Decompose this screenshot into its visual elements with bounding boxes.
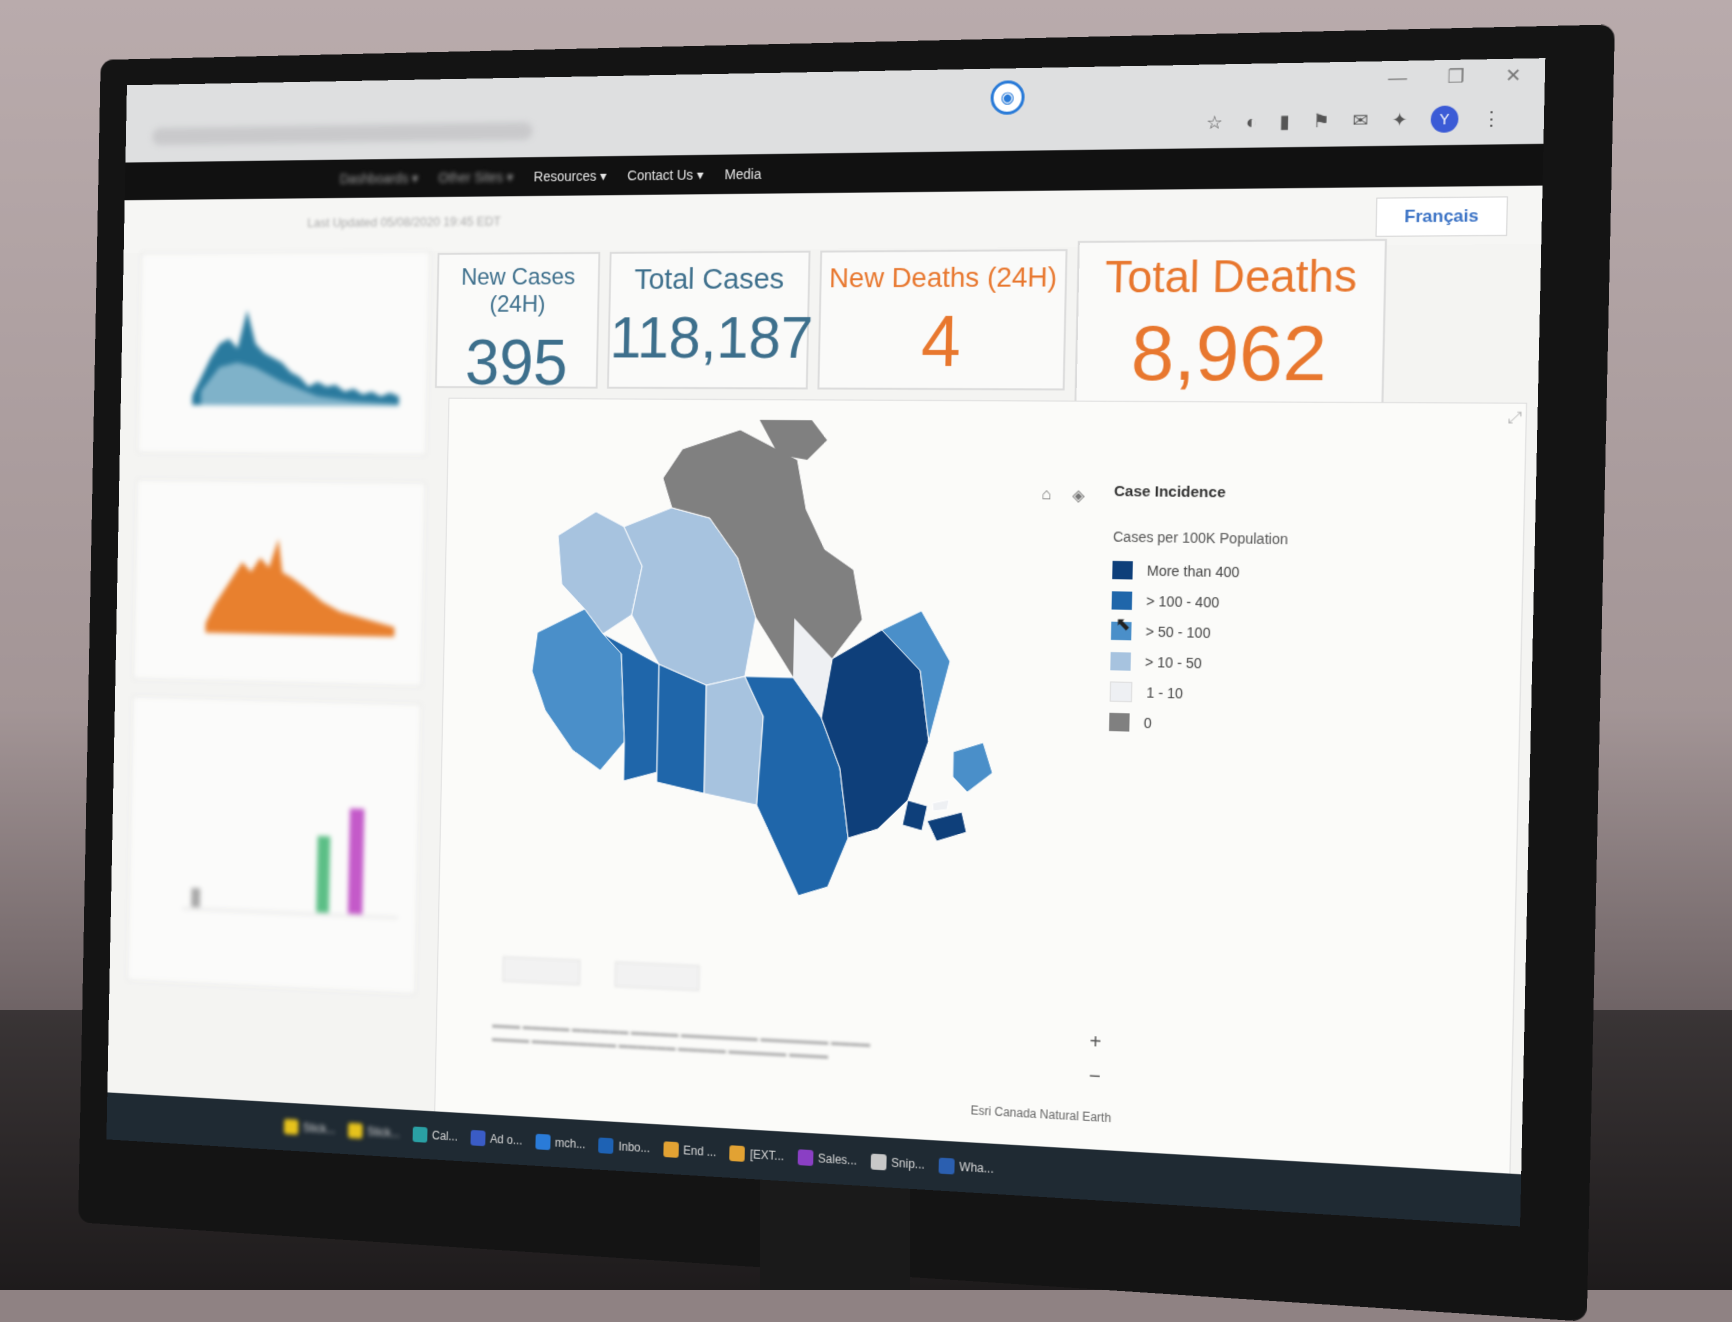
province-new-brunswick (902, 800, 927, 831)
legend-label: 1 - 10 (1146, 684, 1184, 702)
kpi-value: 8,962 (1130, 310, 1328, 398)
address-bar[interactable] (152, 122, 533, 146)
legend-subtitle: Cases per 100K Population (1112, 528, 1289, 548)
puzzle-icon[interactable]: ✦ (1391, 108, 1408, 130)
taskbar-item[interactable]: Sales... (797, 1149, 857, 1168)
province-nova-scotia (927, 811, 967, 842)
province-labrador (880, 610, 952, 742)
legend-label: > 10 - 50 (1144, 653, 1203, 672)
province-manitoba (704, 675, 764, 805)
nav-media[interactable]: Media (724, 165, 762, 183)
close-icon[interactable]: ✕ (1504, 64, 1522, 86)
canada-map[interactable] (513, 418, 1025, 964)
taskbar-item[interactable]: Stick... (347, 1122, 400, 1141)
nav-dashboards[interactable]: Dashboards ▾ (339, 169, 419, 187)
extension-icons: ☆ ◐ ▮ ⚑ ✉ ✦ Y ⋮ (1206, 105, 1501, 136)
profile-avatar[interactable]: Y (1430, 105, 1459, 133)
dashboard-title: Last Updated 05/08/2020 19:45 EDT (302, 210, 501, 232)
province-saskatchewan (657, 664, 707, 793)
province-nunavut (659, 429, 866, 679)
taskbar-item[interactable]: mch... (535, 1133, 586, 1153)
province-yukon (556, 511, 643, 634)
province-newfoundland (952, 742, 993, 793)
province-nwt (621, 507, 758, 686)
map-attribution: Esri Canada Natural Earth (970, 1103, 1112, 1126)
taskbar-item[interactable]: End ... (663, 1141, 717, 1160)
kpi-value: 118,187 (609, 304, 814, 371)
province-bar-chart-panel (127, 696, 422, 995)
kpi-label: New Deaths (24H) (828, 261, 1058, 294)
kpi-value: 4 (920, 301, 962, 383)
minimize-icon[interactable]: — (1387, 66, 1408, 89)
taskbar-item[interactable]: Inbo... (598, 1137, 651, 1156)
province-alberta (600, 634, 660, 782)
maximize-icon[interactable]: ❐ (1447, 65, 1465, 87)
province-pei (932, 799, 949, 812)
nav-contact-us[interactable]: Contact Us ▾ (627, 166, 704, 183)
screen-capture-icon[interactable]: ◉ (990, 80, 1025, 115)
map-legend: Case Incidence Cases per 100K Population… (1109, 483, 1425, 746)
taskbar-item[interactable]: Snip... (870, 1153, 925, 1173)
legend-swatch (1112, 560, 1133, 580)
taskbar-item[interactable]: Ad o... (470, 1129, 523, 1149)
data-source-note: ▬▬▬ ▬▬▬▬▬ ▬▬▬▬▬▬ ▬▬▬▬▬ ▬▬▬▬▬▬▬▬ ▬▬▬▬▬▬▬ … (491, 1019, 871, 1062)
kpi-label: Total Cases (633, 262, 785, 296)
extension-icon[interactable]: ◐ (1245, 111, 1257, 132)
legend-swatch (1109, 681, 1133, 703)
taskbar-item[interactable]: Wha... (938, 1157, 994, 1177)
taskbar-item[interactable]: Cal... (412, 1126, 458, 1144)
zoom-in-button[interactable]: + (1089, 1030, 1102, 1054)
case-incidence-map-panel: ⤢ (433, 397, 1528, 1216)
hudson-bay (792, 618, 834, 719)
tab-deaths-by-province[interactable] (614, 961, 700, 991)
legend-swatch (1109, 712, 1130, 732)
province-quebec (819, 629, 931, 841)
taskbar-item[interactable]: [EXT... (729, 1145, 785, 1164)
province-ontario (740, 676, 851, 897)
deaths-histogram (205, 537, 397, 637)
legend-label: > 50 - 100 (1145, 623, 1211, 642)
window-controls: — ❐ ✕ (1388, 65, 1522, 89)
province-bc (530, 608, 627, 771)
taskbar-item[interactable]: Stick... (283, 1118, 336, 1137)
zoom-out-button[interactable]: − (1088, 1064, 1101, 1088)
kpi-new-cases: New Cases (24H) 395 (434, 251, 601, 398)
legend-swatch (1110, 652, 1131, 671)
nav-resources[interactable]: Resources ▾ (533, 167, 607, 184)
legend-swatch (1111, 591, 1133, 610)
legend-label: More than 400 (1146, 562, 1240, 581)
map-tools: ⌂ ◈ (1035, 484, 1090, 507)
legend-label: > 100 - 400 (1146, 592, 1220, 611)
last-updated: Last Updated 05/08/2020 19:45 EDT (307, 213, 501, 230)
nav-other-sites[interactable]: Other Sites ▾ (438, 168, 514, 185)
kpi-new-deaths: New Deaths (24H) 4 (817, 249, 1068, 391)
province-bar-chart (128, 808, 420, 994)
cases-histogram (192, 309, 401, 407)
extension-icon[interactable]: ✉ (1352, 109, 1369, 131)
extension-icon[interactable]: ▮ (1279, 110, 1291, 132)
tab-cases-by-province[interactable] (502, 956, 581, 986)
province-nunavut-islands (758, 418, 828, 461)
bookmark-star-icon[interactable]: ☆ (1206, 111, 1224, 133)
kpi-label: Total Deaths (1104, 251, 1358, 303)
layers-icon[interactable]: ◈ (1072, 487, 1085, 505)
extension-icon[interactable]: ⚑ (1312, 110, 1330, 131)
deaths-chart-panel (132, 479, 426, 687)
language-toggle-button[interactable]: Français (1375, 196, 1508, 237)
expand-icon[interactable]: ⤢ (1507, 409, 1522, 428)
monitor-screen: ◉ — ❐ ✕ ☆ ◐ ▮ ⚑ ✉ ✦ Y ⋮ Dashboards ▾ Oth… (106, 58, 1546, 1227)
legend-title: Case Incidence (1113, 482, 1226, 502)
mouse-cursor-icon: ⬉ (1115, 613, 1131, 635)
kpi-label: New Cases (24H) (460, 263, 576, 318)
site-home-link[interactable] (285, 171, 320, 187)
cases-chart-panel (137, 251, 431, 456)
menu-kebab-icon[interactable]: ⋮ (1481, 107, 1502, 129)
zoom-controls: + − (1081, 1029, 1109, 1091)
kpi-total-cases: Total Cases 118,187 (606, 250, 814, 390)
kpi-value: 395 (464, 326, 569, 399)
left-chart-column (126, 251, 437, 1041)
home-icon[interactable]: ⌂ (1041, 486, 1052, 504)
kpi-total-deaths: Total Deaths 8,962 (1074, 238, 1388, 405)
legend-label: 0 (1143, 714, 1152, 732)
